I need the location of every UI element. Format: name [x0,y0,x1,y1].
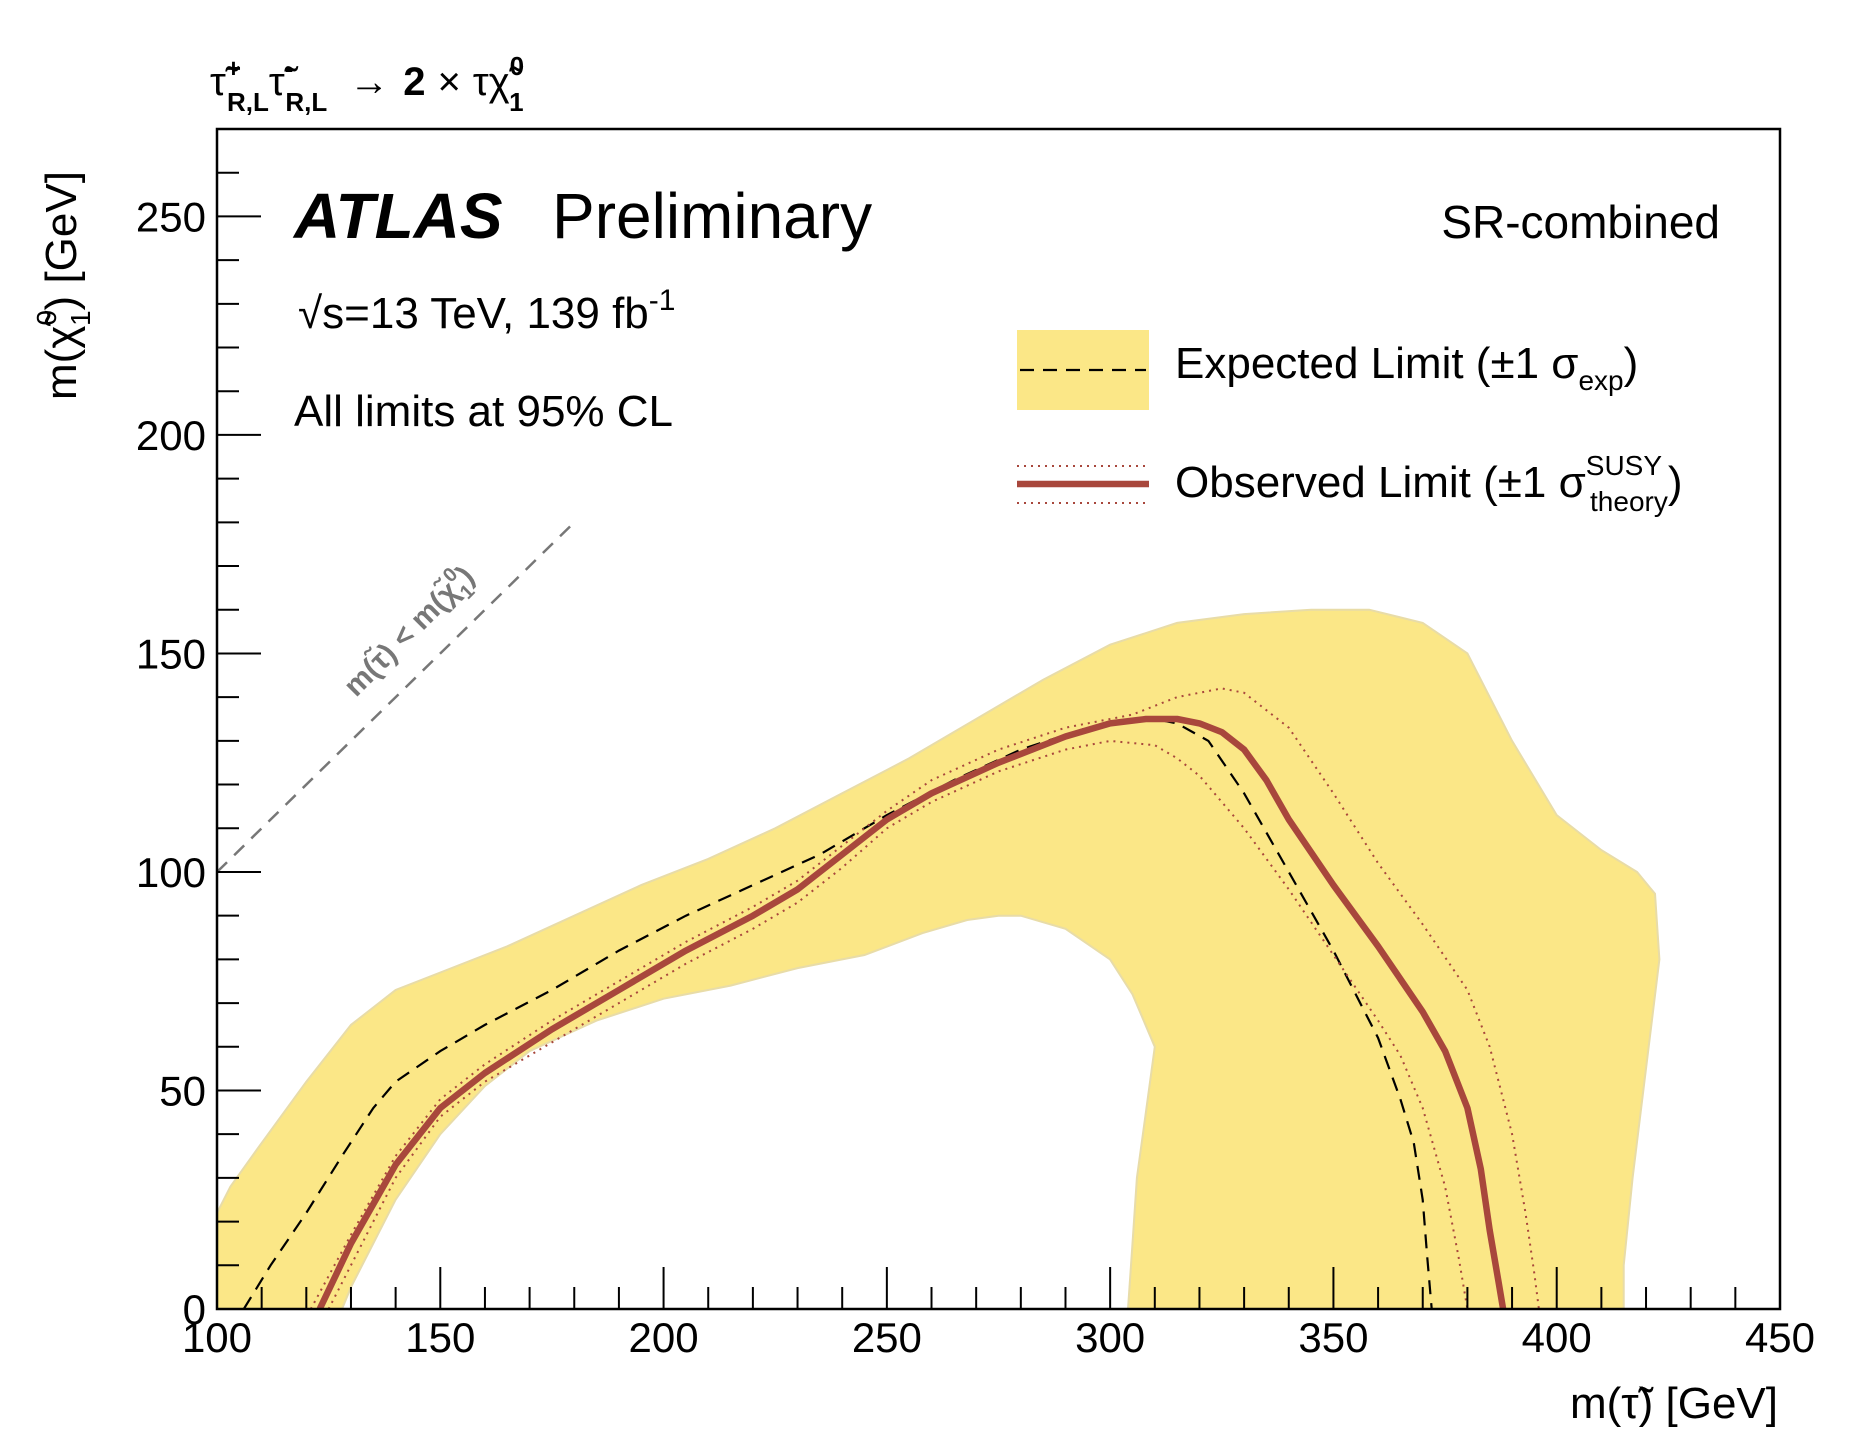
legend-observed-label: Observed Limit (±1 σSUSY theory) [1175,450,1683,517]
observed-minus-sigma-line [327,739,1469,1309]
cl-label: All limits at 95% CL [294,387,673,436]
x-axis-label: m(τ̃) [GeV] [1570,1379,1778,1428]
plot-area [217,521,1661,1309]
region-label: SR-combined [1441,196,1720,248]
y-axis-ticks [217,128,261,1310]
svg-text:τ̃+R,Lτ̃-R,L→2×τχ̃01: τ̃+ R,Lτ̃-R,L → 2 × τχ̃0 1 [210,51,524,117]
diag-text: m(τ̃) < m(χ̃ [337,574,466,703]
plot-frame [215,127,1782,1311]
ylabel-sup: 0 [31,310,62,326]
ylabel-sub: 1 [65,310,96,326]
energy-text: √s=13 TeV, 139 fb [298,289,649,338]
atlas-label: ATLAS [292,180,503,252]
svg-text:m(χ̃01) [GeV]: m(χ̃0 1) [GeV] [31,171,96,400]
legend-expected-label: Expected Limit (±1 σexp) [1175,339,1638,396]
preliminary-label: Preliminary [552,180,872,252]
legend-observed-sub: theory [1590,486,1668,517]
y-axis-label: m(χ̃0 1) [GeV] [31,171,96,400]
x-tick-label: 200 [629,1314,699,1361]
kinematic-diagonal-line [217,521,576,873]
legend-expected-end: ) [1624,339,1639,388]
y-axis-tick-labels: 0 50 100 150 200 250 [136,193,206,1333]
legend-expected-text: Expected Limit (±1 σ [1175,339,1578,388]
x-tick-label: 250 [852,1314,922,1361]
svg-text:m(τ̃) < m(χ̃01): m(τ̃) < m(χ̃01) [334,556,486,708]
title-two: 2 [403,60,425,104]
x-axis-ticks [216,1267,1781,1309]
y-tick-label: 200 [136,412,206,459]
y-tick-label: 100 [136,849,206,896]
legend-observed-text: Observed Limit (±1 σ [1175,458,1586,507]
legend-expected-swatch [1017,330,1149,410]
x-tick-label: 350 [1298,1314,1368,1361]
y-tick-label: 150 [136,630,206,677]
observed-limit-line [316,715,1507,1309]
x-tick-label: 450 [1745,1314,1815,1361]
x-axis-tick-labels: 100 150 200 250 300 350 400 450 [182,1314,1815,1361]
process-title: τ̃+ R,Lτ̃-R,L → 2 × τχ̃0 1 [210,51,524,117]
title-arrow: → [349,60,389,104]
expected-band [217,608,1661,1309]
y-tick-label: 250 [136,193,206,240]
y-tick-label: 0 [183,1286,206,1333]
observed-plus-sigma-line [309,687,1540,1309]
x-tick-label: 150 [405,1314,475,1361]
x-tick-label: 400 [1522,1314,1592,1361]
ylabel-end: ) [GeV] [37,171,86,310]
legend-observed-end: ) [1668,458,1683,507]
diagonal-label: m(τ̃) < m(χ̃01) [334,556,486,708]
title-sub1: R,L [227,87,269,117]
x-tick-label: 100 [182,1314,252,1361]
energy-sup: -1 [649,284,676,317]
x-tick-label: 300 [1075,1314,1145,1361]
title-sub2: R,L [285,87,327,117]
title-times: × [438,60,461,104]
legend-observed-sup: SUSY [1586,450,1663,481]
y-tick-label: 50 [159,1067,206,1114]
legend: Expected Limit (±1 σexp) Observed Limit … [1017,330,1683,517]
title-sup1: + [226,53,241,83]
legend-expected-sub: exp [1578,365,1623,396]
title-sup2: - [285,53,294,83]
energy-label: √s=13 TeV, 139 fb-1 [298,284,675,338]
title-sup3: 0 [510,51,524,81]
title-sub3: 1 [509,87,523,117]
